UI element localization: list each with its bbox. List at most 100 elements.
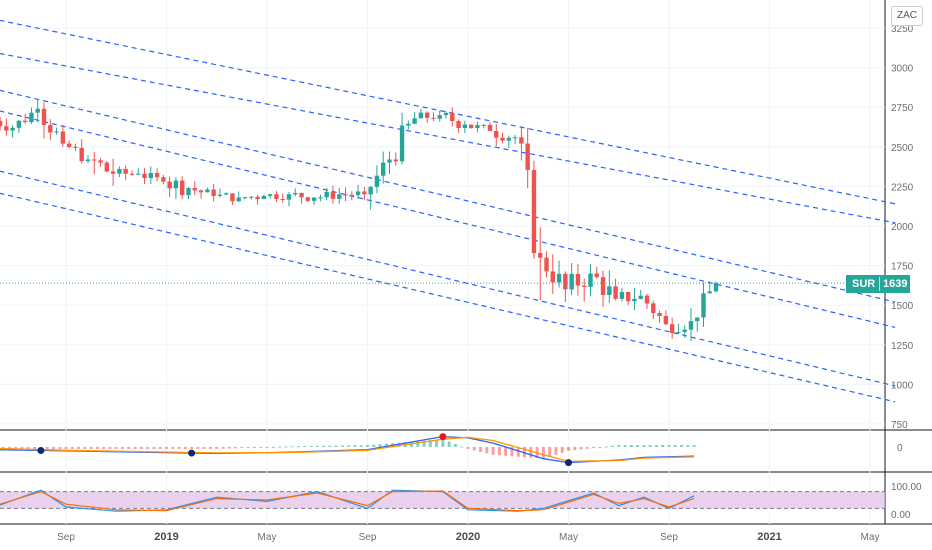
time-tick-label: Sep [57, 532, 75, 543]
scale-mode-button[interactable]: ZAC [891, 6, 923, 26]
macd-histogram-bar [190, 447, 194, 449]
macd-histogram-bar [598, 447, 602, 448]
macd-histogram-bar [485, 447, 489, 454]
macd-histogram-bar [95, 447, 99, 449]
macd-histogram-bar [290, 446, 294, 448]
macd-histogram-bar [567, 447, 570, 451]
macd-histogram-bar [548, 447, 552, 457]
candle-body [531, 170, 537, 254]
macd-histogram-bar [158, 447, 162, 449]
candle-body [29, 112, 34, 123]
macd-histogram-bar [271, 446, 275, 448]
macd-histogram-bar [673, 445, 677, 447]
macd-histogram-bar [315, 445, 319, 447]
macd-histogram-bar [523, 447, 527, 458]
macd-histogram-bar [102, 447, 106, 449]
channel-line [0, 89, 896, 303]
macd-histogram-bar [127, 447, 131, 449]
macd-histogram-bar [296, 446, 300, 448]
macd-cross-marker [188, 449, 196, 457]
macd-cross-marker [565, 459, 572, 467]
macd-histogram-bar [623, 445, 627, 447]
candle-body [330, 191, 336, 199]
candle-body [707, 291, 712, 294]
macd-histogram-bar [692, 445, 696, 447]
macd-histogram-bar [26, 447, 30, 450]
macd-histogram-bar [165, 447, 168, 449]
macd-histogram-bar [680, 445, 684, 447]
macd-histogram-bar [516, 447, 520, 457]
macd-histogram-bar [629, 445, 633, 447]
macd-histogram-bar [252, 447, 256, 448]
price-axis: 750 1000 1250 1500 1750 2000 2250 2500 2750 3000 3… [891, 24, 914, 431]
candle-body [374, 175, 380, 187]
macd-cross-marker [37, 446, 45, 454]
macd-histogram-bar [64, 447, 68, 449]
candle-body [582, 285, 587, 287]
candle-body [544, 257, 549, 272]
macd-histogram-bar [208, 447, 212, 449]
candle-body [280, 199, 285, 201]
macd-histogram-bar [541, 447, 545, 459]
candle-body [293, 192, 298, 195]
macd-histogram-bar [554, 447, 558, 455]
macd-histogram-bar [510, 447, 514, 457]
macd-pane: 0 [0, 433, 903, 467]
macd-histogram-bar [70, 447, 74, 449]
last-price-value: 1639 [883, 278, 908, 290]
macd-histogram-bar [246, 447, 250, 448]
macd-histogram-bar [183, 447, 187, 449]
macd-histogram-bar [573, 447, 577, 451]
candle-body [519, 137, 524, 144]
candle-body [355, 191, 361, 196]
macd-histogram-bar [585, 447, 589, 449]
macd-cross-marker [439, 433, 447, 441]
candle-body [54, 131, 59, 133]
macd-histogram-bar [221, 447, 225, 449]
candle-body [274, 194, 279, 200]
price-tick-label: 3250 [891, 24, 914, 35]
macd-histogram-bar [422, 440, 426, 447]
candle-body [695, 317, 700, 322]
time-tick-label: May [861, 532, 880, 543]
macd-histogram-bar [51, 447, 55, 450]
macd-histogram-bar [196, 447, 200, 449]
macd-histogram-bar [215, 447, 219, 449]
candle-body [525, 143, 530, 171]
price-tick-label: 2500 [891, 143, 914, 154]
candle-body [154, 173, 160, 178]
candle-body [399, 125, 405, 162]
macd-histogram-bar [58, 447, 62, 450]
candle-body [638, 295, 643, 299]
candle-body [16, 120, 22, 128]
stoch-tick-label: 100.00 [891, 482, 922, 493]
macd-histogram-bar [617, 445, 621, 447]
candle-body [651, 303, 656, 314]
candle-body [468, 124, 474, 129]
channel-line [0, 52, 896, 224]
macd-histogram-bar [227, 447, 231, 449]
candle-body [613, 286, 618, 299]
candle-body [481, 124, 486, 126]
candle-body [688, 321, 694, 330]
candle-body [217, 194, 223, 196]
channel-line [0, 110, 896, 328]
candle-body [22, 120, 28, 123]
candle-body [450, 112, 455, 122]
time-tick-label: 2021 [757, 531, 781, 543]
macd-histogram-bar [353, 445, 357, 447]
macd-histogram-bar [284, 446, 288, 448]
candle-body [424, 112, 430, 118]
candle-body [475, 125, 480, 129]
macd-histogram-bar [579, 447, 583, 450]
candle-body [142, 173, 147, 178]
macd-histogram-bar [278, 446, 282, 448]
time-tick-label: May [559, 532, 578, 543]
candle-body [575, 273, 581, 286]
macd-histogram-bar [435, 439, 439, 447]
last-price-symbol: SUR [852, 278, 876, 290]
macd-histogram-bar [636, 445, 640, 447]
macd-histogram-bar [139, 447, 143, 449]
